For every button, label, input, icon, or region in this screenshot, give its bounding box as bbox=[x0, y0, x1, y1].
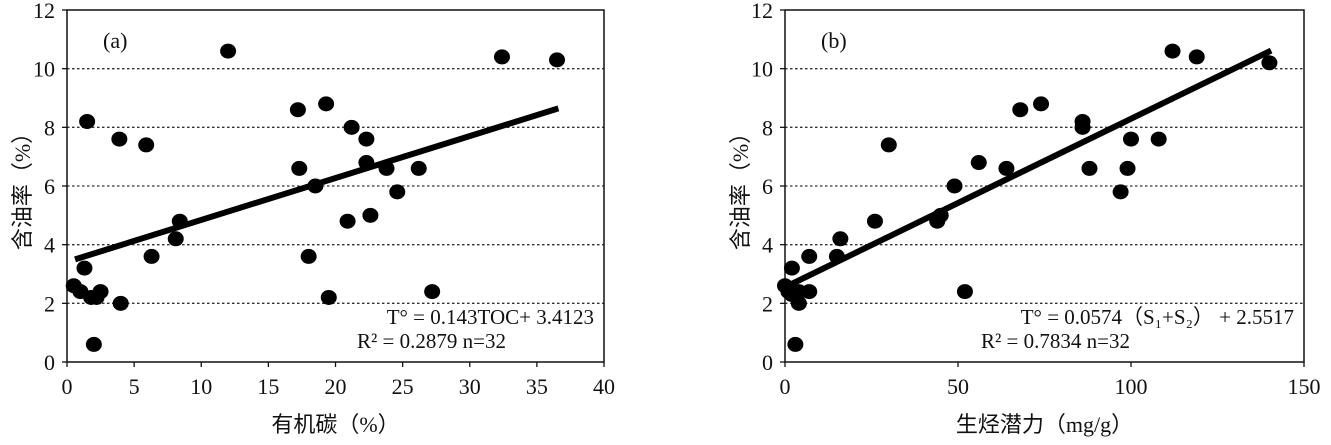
data-point bbox=[389, 184, 406, 200]
data-point bbox=[79, 113, 96, 129]
y-tick-label: 12 bbox=[751, 0, 773, 23]
y-tick-label: 4 bbox=[44, 233, 55, 258]
y-tick-label: 2 bbox=[44, 291, 55, 316]
x-axis-label: 有机碳（%） bbox=[271, 412, 399, 437]
data-point bbox=[339, 213, 356, 229]
y-axis-label: 含油率（%） bbox=[10, 122, 35, 250]
data-point bbox=[1081, 160, 1098, 176]
x-tick-label: 5 bbox=[129, 374, 140, 399]
data-point bbox=[801, 248, 818, 264]
panel-label: (a) bbox=[103, 28, 127, 53]
data-point bbox=[111, 131, 128, 147]
data-point bbox=[291, 160, 308, 176]
y-tick-label: 8 bbox=[762, 115, 773, 140]
data-point bbox=[998, 160, 1015, 176]
y-axis-label: 含油率（%） bbox=[728, 122, 753, 250]
data-point bbox=[300, 248, 317, 264]
data-point bbox=[1033, 96, 1050, 112]
data-point bbox=[318, 96, 335, 112]
regression-line bbox=[783, 47, 1273, 290]
x-tick-label: 50 bbox=[947, 374, 969, 399]
data-point bbox=[1012, 102, 1029, 118]
data-point bbox=[1188, 49, 1205, 65]
data-point bbox=[832, 231, 849, 247]
y-tick-label: 4 bbox=[762, 233, 773, 258]
r-squared-text: R² = 0.7834 n=32 bbox=[981, 329, 1130, 353]
y-tick-label: 6 bbox=[44, 174, 55, 199]
data-point bbox=[1261, 55, 1278, 71]
r-squared-text: R² = 0.2879 n=32 bbox=[357, 329, 506, 353]
x-tick-label: 15 bbox=[257, 374, 279, 399]
data-point bbox=[343, 119, 360, 135]
y-tick-label: 10 bbox=[751, 57, 773, 82]
y-tick-label: 0 bbox=[762, 350, 773, 375]
data-point bbox=[783, 260, 800, 276]
data-point bbox=[970, 155, 987, 171]
x-tick-label: 100 bbox=[1115, 374, 1148, 399]
data-point bbox=[1123, 131, 1139, 147]
data-point bbox=[85, 336, 102, 352]
y-tick-label: 10 bbox=[33, 57, 55, 82]
data-point bbox=[1119, 160, 1136, 176]
data-point bbox=[549, 52, 566, 68]
y-tick-label: 0 bbox=[44, 350, 55, 375]
data-point bbox=[358, 131, 375, 147]
equation-text: T° = 0.0574（S₁+S₂） + 2.5517 bbox=[1021, 305, 1294, 329]
data-point bbox=[424, 284, 441, 300]
data-point bbox=[946, 178, 963, 194]
equation-text: T° = 0.143TOC+ 3.4123 bbox=[387, 305, 594, 329]
data-point bbox=[956, 284, 973, 300]
x-tick-label: 35 bbox=[526, 374, 548, 399]
x-tick-label: 20 bbox=[325, 374, 347, 399]
y-tick-label: 6 bbox=[762, 174, 773, 199]
regression-line bbox=[74, 105, 560, 263]
data-point bbox=[1150, 131, 1167, 147]
data-point bbox=[866, 213, 883, 229]
data-point bbox=[1112, 184, 1129, 200]
data-point bbox=[143, 248, 160, 264]
x-tick-label: 150 bbox=[1288, 374, 1321, 399]
x-tick-label: 0 bbox=[62, 374, 73, 399]
data-point bbox=[167, 231, 184, 247]
panel-label: (b) bbox=[821, 28, 847, 53]
x-tick-label: 40 bbox=[593, 374, 615, 399]
x-tick-label: 30 bbox=[459, 374, 481, 399]
data-point bbox=[880, 137, 897, 153]
data-point bbox=[220, 43, 237, 59]
data-point bbox=[787, 336, 804, 352]
y-tick-label: 12 bbox=[33, 0, 55, 23]
panel-a: 0 5 10 15 20 25 30 35 40 0 2 4 6 8 10 12 有机碳（%） 含油率（%） (a)… bbox=[10, 0, 615, 437]
y-tick-label: 8 bbox=[44, 115, 55, 140]
x-tick-label: 10 bbox=[190, 374, 212, 399]
data-point bbox=[112, 295, 129, 311]
data-point bbox=[76, 260, 93, 276]
data-point bbox=[493, 49, 510, 65]
data-point bbox=[410, 160, 427, 176]
y-tick-label: 2 bbox=[762, 291, 773, 316]
data-point bbox=[801, 284, 818, 300]
x-tick-label: 25 bbox=[392, 374, 414, 399]
panel-b: 0 50 100 150 0 2 4 6 8 10 12 生烃潜力（mg/g） 含油率（%） (b) T° … bbox=[728, 0, 1321, 437]
data-point bbox=[138, 137, 155, 153]
data-point bbox=[1074, 119, 1091, 135]
data-point bbox=[1164, 43, 1181, 59]
data-point bbox=[362, 207, 379, 223]
data-point bbox=[289, 102, 306, 118]
data-point bbox=[320, 289, 337, 305]
x-axis-label: 生烃潜力（mg/g） bbox=[956, 412, 1133, 437]
x-tick-label: 0 bbox=[780, 374, 791, 399]
data-point bbox=[790, 295, 807, 311]
data-point bbox=[92, 284, 109, 300]
